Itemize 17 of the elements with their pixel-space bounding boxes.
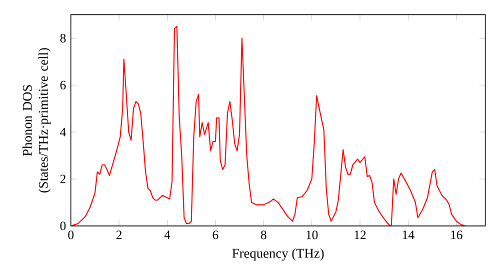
y-tick-label: 4 (60, 128, 66, 136)
y-tick-label: 2 (60, 174, 66, 184)
x-axis-title: Frequency (THz) (232, 248, 324, 261)
y-tick-label: 0 (60, 222, 66, 230)
x-tick-label: 14 (402, 230, 414, 239)
line-series (70, 26, 467, 226)
x-tick-label: 16 (451, 230, 462, 240)
x-tick-label: 10 (306, 230, 318, 240)
x-tick-label: 4 (164, 230, 170, 239)
y-axis-title: Phonon DOS (States/THz·primitive cell) (22, 48, 51, 192)
x-tick-label: 8 (260, 230, 266, 240)
x-tick-label: 2 (116, 230, 122, 240)
x-tick-label: 6 (212, 230, 218, 240)
x-tick-label: 12 (354, 230, 366, 240)
x-tick-label: 0 (68, 230, 74, 240)
y-tick-label: 6 (60, 80, 66, 90)
y-tick-label: 8 (60, 34, 66, 42)
